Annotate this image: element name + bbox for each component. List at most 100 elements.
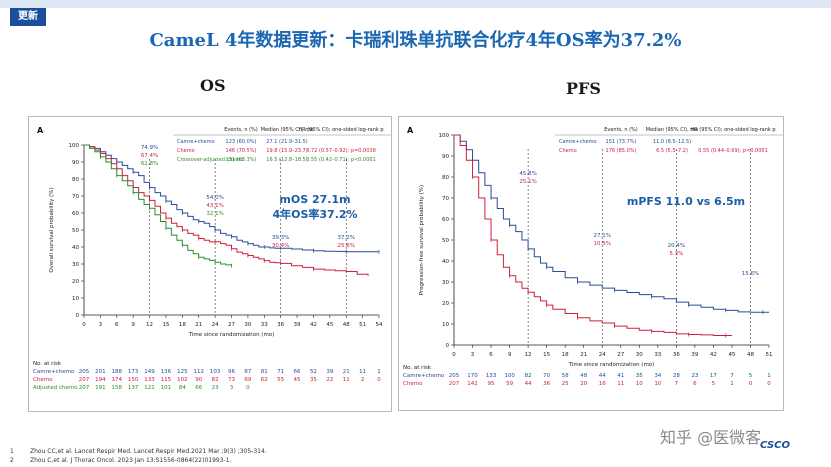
os-annotation-line-2: 4年OS率37.2% <box>272 207 357 221</box>
os-landmark-label: 30.4% <box>272 243 289 249</box>
pfs-legend-events-header: Events, n (%) <box>604 127 638 133</box>
pfs-y-tick-label: 90 <box>442 154 449 160</box>
pfs-landmark-label: 5.3% <box>669 251 683 257</box>
pfs-y-tick-label: 80 <box>442 175 449 181</box>
os-risk-value: 201 <box>95 369 106 375</box>
os-risk-value: 21 <box>343 369 350 375</box>
pfs-x-tick-label: 51 <box>766 352 773 358</box>
os-y-tick-label: 40 <box>72 245 79 251</box>
pfs-risk-value: 25 <box>562 381 569 387</box>
pfs-x-tick-label: 27 <box>617 352 624 358</box>
os-risk-value: 3 <box>230 385 234 391</box>
watermark: 知乎 @医微客 <box>660 428 762 447</box>
pfs-landmark-label: 15.6% <box>742 271 759 277</box>
pfs-x-tick-label: 42 <box>710 352 717 358</box>
pfs-x-tick-label: 18 <box>562 352 569 358</box>
os-risk-row-label: Adjusted chemo <box>33 385 78 391</box>
os-x-tick-label: 27 <box>228 322 235 328</box>
footnotes: 1 Zhou CC,et al. Lancet Respir Med. Lance… <box>10 447 267 465</box>
os-legend-name: Crossover-adjusted chemo <box>177 157 243 163</box>
pfs-risk-value: 35 <box>636 373 643 379</box>
pfs-x-tick-label: 39 <box>691 352 698 358</box>
pfs-landmark-label: 25.1% <box>519 179 536 185</box>
pfs-risk-value: 82 <box>525 373 532 379</box>
os-landmark-label: 67.4% <box>141 153 158 159</box>
os-annotation-line-1: mOS 27.1m <box>279 193 350 206</box>
os-x-tick-label: 6 <box>115 322 119 328</box>
os-y-tick-label: 0 <box>76 313 80 319</box>
pfs-x-tick-label: 30 <box>636 352 643 358</box>
os-landmark-label: 62.8% <box>141 161 158 167</box>
pfs-risk-value: 95 <box>488 381 495 387</box>
os-y-tick-label: 80 <box>72 177 79 183</box>
os-risk-value: 11 <box>343 377 350 383</box>
pfs-landmark-label: 10.5% <box>593 241 610 247</box>
os-risk-value: 11 <box>359 369 366 375</box>
pfs-x-tick-label: 45 <box>728 352 735 358</box>
pfs-x-axis-label: Time since randomization (mo) <box>568 362 655 368</box>
pfs-landmark-label: 20.4% <box>668 243 685 249</box>
os-risk-value: 66 <box>294 369 301 375</box>
update-badge: 更新 <box>10 8 46 26</box>
os-x-tick-label: 0 <box>82 322 86 328</box>
pfs-risk-value: 58 <box>562 373 569 379</box>
pfs-landmark-label: 45.8% <box>519 171 536 177</box>
pfs-risk-value: 36 <box>543 381 550 387</box>
os-x-tick-label: 42 <box>310 322 317 328</box>
os-risk-value: 174 <box>112 377 123 383</box>
pfs-risk-value: 34 <box>654 373 661 379</box>
os-x-tick-label: 51 <box>359 322 366 328</box>
top-bar <box>0 0 831 8</box>
os-risk-value: 45 <box>294 377 301 383</box>
os-legend-events: 146 (70.5%) <box>226 148 257 154</box>
pfs-x-tick-label: 6 <box>489 352 493 358</box>
os-risk-value: 112 <box>193 369 204 375</box>
os-landmark-label: 74.9% <box>141 145 158 151</box>
pfs-risk-value: 10 <box>636 381 643 387</box>
os-risk-value: 205 <box>79 369 90 375</box>
os-risk-value: 173 <box>128 369 139 375</box>
pfs-risk-value: 59 <box>506 381 513 387</box>
pfs-legend-median: 6.5 (5.5–7.2) <box>656 148 688 154</box>
pfs-x-tick-label: 15 <box>543 352 550 358</box>
pfs-legend-events: 176 (85.0%) <box>606 148 637 154</box>
pfs-risk-value: 23 <box>691 373 698 379</box>
os-risk-value: 207 <box>79 385 90 391</box>
os-risk-value: 207 <box>79 377 90 383</box>
os-x-axis-label: Time since randomization (mo) <box>188 332 275 338</box>
pfs-legend-median-header: Median (95% CI), mo <box>646 127 698 133</box>
os-legend-events: 131 (63.3%) <box>226 157 257 163</box>
os-risk-row-label: Camre+chemo <box>33 369 75 375</box>
pfs-legend-name: Chemo <box>559 148 577 154</box>
os-risk-value: 90 <box>195 377 202 383</box>
os-risk-value: 102 <box>177 377 188 383</box>
os-legend-hr: 0.55 (0.42–0.71); p<0.0001 <box>306 157 376 163</box>
pfs-panel-label: A <box>407 126 414 135</box>
os-risk-value: 62 <box>261 377 268 383</box>
os-chart-frame: A 0 10 20 30 40 50 60 70 80 90 100 0 3 6 9 12 15 18 21 24 27 3… <box>28 116 392 412</box>
os-x-tick-label: 45 <box>326 322 333 328</box>
os-x-tick-label: 33 <box>261 322 268 328</box>
os-legend-median-header: Median (95% CI), mo <box>261 127 313 133</box>
os-x-tick-label: 24 <box>212 322 219 328</box>
os-risk-value: 81 <box>261 369 268 375</box>
os-x-tick-label: 30 <box>244 322 251 328</box>
os-landmark-label: 25.6% <box>337 243 354 249</box>
pfs-y-tick-label: 70 <box>442 196 449 202</box>
pfs-risk-value: 100 <box>504 373 515 379</box>
os-risk-value: 82 <box>212 377 219 383</box>
os-risk-value: 71 <box>277 369 284 375</box>
pfs-legend-hr-header: HR (95% CI); one-sided log-rank p <box>690 127 775 133</box>
os-risk-value: 73 <box>228 377 235 383</box>
pfs-risk-value: 20 <box>580 381 587 387</box>
pfs-risk-value: 1 <box>730 381 734 387</box>
os-x-tick-label: 36 <box>277 322 284 328</box>
pfs-risk-value: 133 <box>486 373 497 379</box>
pfs-risk-value: 70 <box>543 373 550 379</box>
os-x-tick-label: 3 <box>99 322 103 328</box>
os-y-tick-label: 60 <box>72 211 79 217</box>
slide-title: CameL 4年数据更新：卡瑞利珠单抗联合化疗4年OS率为37.2% <box>149 30 682 51</box>
pfs-risk-row-label: Camre+chemo <box>403 373 445 379</box>
pfs-x-tick-label: 36 <box>673 352 680 358</box>
